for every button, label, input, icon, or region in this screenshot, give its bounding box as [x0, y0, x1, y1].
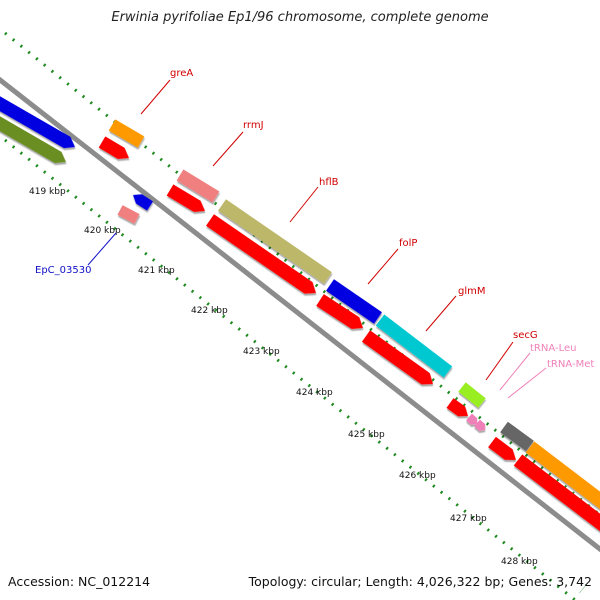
tick-label: 423 kbp [243, 347, 280, 357]
upper-tick-line [4, 31, 600, 517]
gene-label-secG[interactable]: secG [513, 330, 538, 341]
gene-label-EpC_03530[interactable]: EpC_03530 [35, 265, 91, 276]
cds-folP-blue[interactable] [326, 279, 382, 324]
cds-folP-red[interactable] [316, 294, 367, 334]
resize-grip-icon[interactable]: ⟋ [579, 585, 586, 596]
cds-blue-left[interactable] [0, 92, 78, 152]
cds-pink-small[interactable] [117, 205, 140, 224]
gene-callouts: greA rrmJ hflB folP glmM secG tRNA-Leu t… [35, 68, 594, 399]
cds-red-right-2[interactable] [513, 454, 600, 536]
kbp-labels: 419 kbp 420 kbp 421 kbp 422 kbp 423 kbp … [29, 187, 538, 567]
backbone-line [0, 76, 600, 553]
tick-label: 421 kbp [138, 266, 175, 276]
cds-glmM-cyan[interactable] [375, 314, 453, 378]
gene-label-hflB[interactable]: hflB [319, 177, 339, 188]
tick-label: 428 kbp [501, 557, 538, 567]
cds-rrmJ-red[interactable] [166, 184, 209, 216]
lower-tick-line [4, 138, 576, 600]
gene-label-tRNA-Leu[interactable]: tRNA-Leu [530, 343, 576, 354]
topology-text: Topology: circular; Length: 4,026,322 bp… [248, 574, 592, 589]
tick-label: 419 kbp [29, 187, 66, 197]
page-title: Erwinia pyrifoliae Ep1/96 chromosome, co… [111, 10, 489, 25]
gene-label-rrmJ[interactable]: rrmJ [243, 120, 264, 131]
cds-greA-red[interactable] [98, 136, 133, 163]
tick-label: 427 kbp [450, 514, 487, 524]
gene-label-greA[interactable]: greA [170, 68, 193, 79]
gene-label-glmM[interactable]: glmM [458, 286, 486, 297]
gene-label-folP[interactable]: folP [399, 238, 417, 249]
cds-rrmJ-pink[interactable] [176, 169, 220, 203]
cds-hflB-red[interactable] [206, 214, 320, 299]
cds-glmM-red[interactable] [361, 330, 437, 389]
accession-text: Accession: NC_012214 [8, 574, 151, 589]
tick-lines [4, 31, 600, 600]
gene-label-tRNA-Met[interactable]: tRNA-Met [547, 359, 594, 370]
tick-label: 425 kbp [348, 430, 385, 440]
cds-secG-lime[interactable] [458, 382, 486, 408]
cds-hflB-khaki[interactable] [218, 199, 332, 284]
tick-label: 422 kbp [191, 306, 228, 316]
cds-greA-orange[interactable] [108, 119, 145, 148]
cds-gray[interactable] [500, 421, 534, 452]
cds-red-right-1[interactable] [488, 436, 520, 465]
cds-secG-red[interactable] [446, 398, 471, 421]
tick-label: 420 kbp [84, 226, 121, 236]
tick-label: 426 kbp [399, 471, 436, 481]
tick-label: 424 kbp [296, 388, 333, 398]
trna-met[interactable] [474, 419, 488, 434]
trna-leu[interactable] [466, 413, 480, 428]
cds-orange-right[interactable] [525, 441, 600, 514]
cds-blue-small[interactable] [130, 190, 153, 211]
genome-backbone [0, 76, 600, 553]
features [0, 92, 600, 536]
cds-olive-left[interactable] [0, 112, 69, 167]
